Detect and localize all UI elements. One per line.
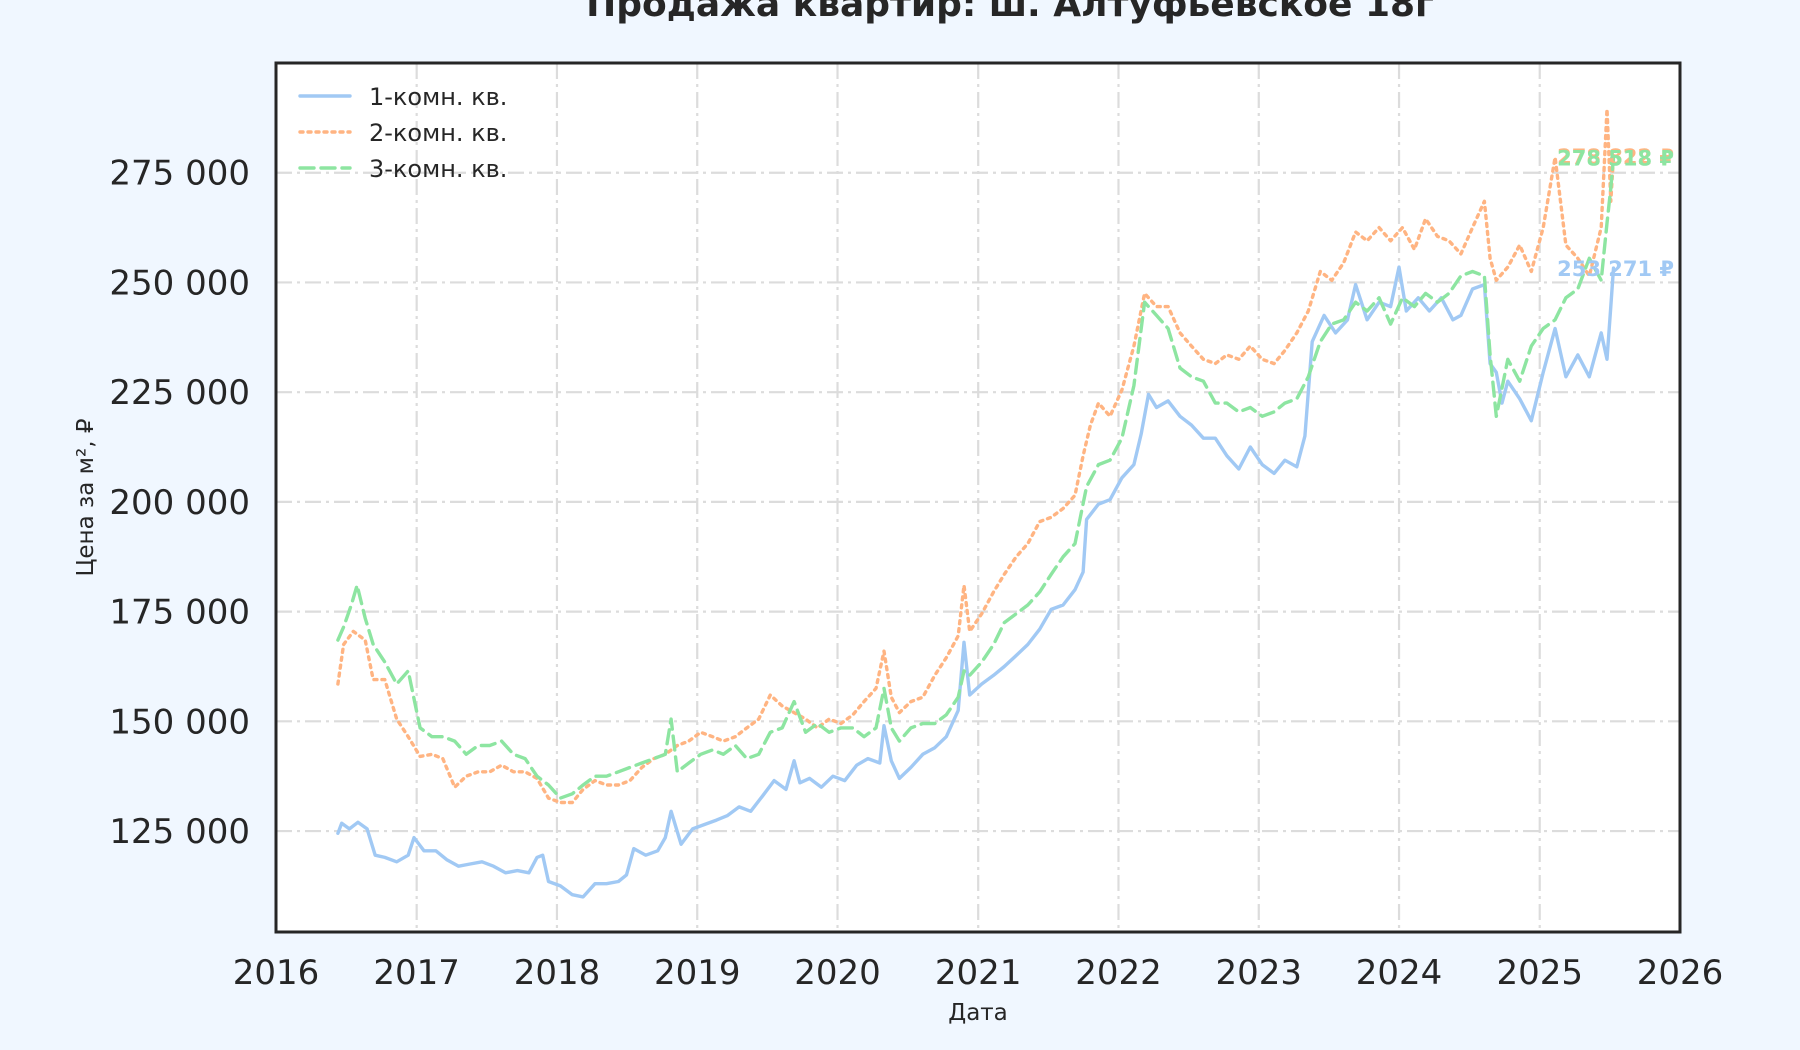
plot-area bbox=[276, 63, 1680, 932]
y-tick-label: 175 000 bbox=[109, 593, 250, 633]
x-tick-label: 2017 bbox=[373, 953, 460, 993]
end-value-label: 253 271 ₽ bbox=[1557, 257, 1674, 281]
x-tick-label: 2019 bbox=[654, 953, 741, 993]
series-line bbox=[336, 107, 1616, 805]
chart-title: Продажа квартир: ш. Алтуфьевское 18г bbox=[586, 0, 1434, 25]
y-tick-label: 275 000 bbox=[109, 154, 250, 194]
x-axis-ticks: 2016 2017 2018 2019 2020 2021 2022 2023 2024 2025… bbox=[233, 953, 1724, 993]
y-tick-label: 200 000 bbox=[109, 483, 250, 523]
plot-frame bbox=[274, 61, 1682, 934]
x-tick-label: 2021 bbox=[935, 953, 1022, 993]
series-lines bbox=[336, 107, 1616, 899]
y-axis-ticks: 125 000 150 000 175 000 200 000 225 000 250 0… bbox=[109, 154, 250, 852]
x-tick-label: 2018 bbox=[514, 953, 601, 993]
grid bbox=[276, 63, 1680, 932]
x-tick-label: 2024 bbox=[1356, 953, 1443, 993]
y-tick-label: 250 000 bbox=[109, 263, 250, 303]
x-tick-label: 2020 bbox=[794, 953, 881, 993]
x-tick-label: 2023 bbox=[1215, 953, 1302, 993]
x-tick-label: 2016 bbox=[233, 953, 320, 993]
end-value-labels: 253 271 ₽ 278 822 ₽278 518 ₽ bbox=[1557, 145, 1674, 281]
end-value-label: 278 822 ₽ bbox=[1557, 145, 1674, 169]
y-tick-label: 150 000 bbox=[109, 702, 250, 742]
y-tick-label: 125 000 bbox=[109, 812, 250, 852]
legend-label: 3-комн. кв. bbox=[369, 155, 507, 183]
x-tick-label: 2026 bbox=[1637, 953, 1724, 993]
end-value-label: 278 518 ₽ bbox=[1557, 146, 1674, 170]
x-tick-label: 2022 bbox=[1075, 953, 1162, 993]
legend-label: 2-комн. кв. bbox=[369, 119, 507, 147]
legend-label: 1-комн. кв. bbox=[369, 83, 507, 111]
y-tick-label: 225 000 bbox=[109, 373, 250, 413]
y-axis-label: Цена за м², ₽ bbox=[73, 419, 99, 577]
x-tick-label: 2025 bbox=[1496, 953, 1583, 993]
series-line bbox=[336, 265, 1616, 899]
x-axis-label: Дата bbox=[948, 1000, 1008, 1026]
legend: 1-комн. кв. 2-комн. кв. 3-комн. кв. bbox=[298, 83, 507, 183]
